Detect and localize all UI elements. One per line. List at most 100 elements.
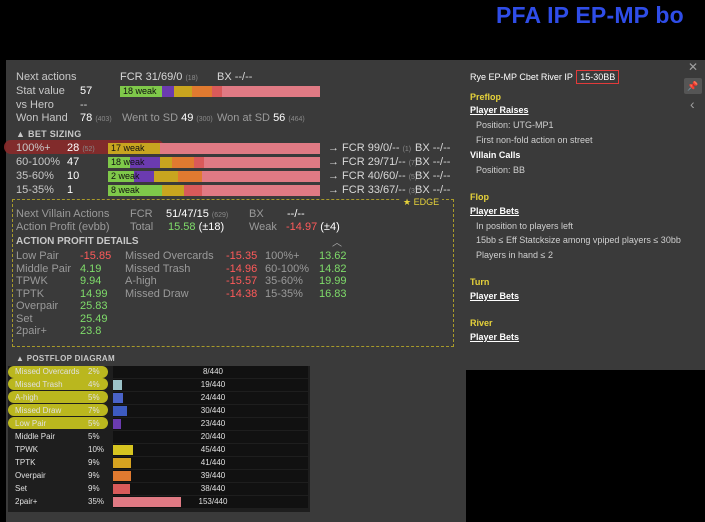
diagram-row-bar: 153/440 bbox=[113, 496, 308, 508]
apd-row: Low Pair -15.85 bbox=[16, 250, 115, 263]
diagram-row-name: Missed Overcards bbox=[15, 367, 80, 376]
bet-size-row-label: 100%+ bbox=[16, 142, 51, 154]
diagram-row-count: 41/440 bbox=[200, 458, 226, 467]
apd-row: TPTK 14.99 bbox=[16, 288, 115, 301]
diagram-row-count: 20/440 bbox=[200, 432, 226, 441]
bet-size-bx: BX --/-- bbox=[415, 156, 451, 168]
apd-row: 2pair+ 23.8 bbox=[16, 325, 115, 338]
diagram-row-fill bbox=[113, 419, 121, 429]
apd-row: A-high -15.57 bbox=[125, 275, 261, 288]
bet-size-bar-label: 18 weak bbox=[111, 157, 145, 167]
diagram-row-pct: 7% bbox=[88, 406, 100, 415]
diagram-row-fill bbox=[113, 380, 122, 390]
bet-size-bar bbox=[108, 185, 320, 196]
diagram-row: TPTK 9% 41/440 bbox=[8, 457, 310, 469]
player-bets-turn-link[interactable]: Player Bets bbox=[470, 291, 520, 301]
next-actions-fcr: FCR 31/69/0 (18) bbox=[120, 71, 198, 83]
next-villain-actions-label: Next Villain Actions bbox=[16, 208, 110, 220]
bet-size-row-value: 47 bbox=[67, 156, 80, 168]
bet-size-bar bbox=[108, 171, 320, 182]
diagram-row-bar: 19/440 bbox=[113, 379, 308, 391]
weak-value: -14.97 (±4) bbox=[286, 221, 340, 233]
bet-size-sample: (52) bbox=[82, 146, 95, 153]
apd-row: TPWK 9.94 bbox=[16, 275, 115, 288]
bet-size-fcr: → FCR 99/0/-- (1) bbox=[328, 142, 411, 154]
apd-col1: Low Pair -15.85 Middle Pair 4.19 TPWK 9.94 … bbox=[16, 250, 115, 338]
vs-hero-value: -- bbox=[80, 99, 88, 111]
diagram-row: Missed Overcards 2% 8/440 bbox=[8, 366, 310, 378]
bet-size-bx: BX --/-- bbox=[415, 170, 451, 182]
total-value: 15.58 (±18) bbox=[168, 221, 224, 233]
diagram-row: 2pair+ 35% 153/440 bbox=[8, 496, 310, 508]
diagram-row-pct: 4% bbox=[88, 380, 100, 389]
apd-name: TPTK bbox=[16, 287, 45, 300]
villain-fcr-sample: (629) bbox=[211, 212, 229, 219]
postflop-diagram-rows: Missed Overcards 2% 8/440 Missed Trash 4% 19/… bbox=[8, 366, 310, 512]
diagram-row-name: A-high bbox=[15, 393, 39, 402]
fcr-sample: (18) bbox=[185, 75, 198, 82]
filter-title: Rye EP-MP Cbet River IP 15-30BB bbox=[470, 70, 620, 84]
diagram-row-bar: 39/440 bbox=[113, 470, 308, 482]
bet-size-fcr-value: → FCR 99/0/-- bbox=[328, 142, 400, 154]
apd-value: -14.38 bbox=[226, 287, 258, 300]
diagram-row-name: TPTK bbox=[15, 458, 36, 467]
lower-right-blank bbox=[466, 370, 705, 522]
apd-value: 4.19 bbox=[80, 262, 102, 275]
apd-row: 35-60% 19.99 bbox=[265, 275, 351, 288]
street-flop: Flop bbox=[470, 192, 489, 202]
went-sd-label: Went to SD bbox=[122, 112, 179, 124]
villain-position: Position: BB bbox=[476, 165, 526, 175]
diagram-row-bar: 30/440 bbox=[113, 405, 308, 417]
apd-value: 16.83 bbox=[319, 287, 347, 300]
apd-name: Missed Draw bbox=[125, 287, 189, 300]
bet-size-fcr-sample: (7) bbox=[408, 160, 418, 167]
apd-name: 60-100% bbox=[265, 262, 310, 275]
collapse-chevron-icon[interactable]: ︿ bbox=[332, 238, 342, 249]
diagram-row-fill bbox=[113, 445, 133, 455]
diagram-row-fill bbox=[113, 497, 182, 507]
street-river: River bbox=[470, 318, 493, 328]
vs-hero-label: vs Hero bbox=[16, 99, 54, 111]
close-icon[interactable]: ✕ bbox=[688, 60, 699, 74]
total-label: Total bbox=[130, 221, 154, 233]
highlight-marker bbox=[8, 404, 108, 416]
bet-size-fcr-sample: (1) bbox=[402, 146, 412, 153]
player-bets-river-link[interactable]: Player Bets bbox=[470, 332, 520, 342]
apd-row: 100%+ 13.62 bbox=[265, 250, 351, 263]
apd-col3: 100%+ 13.62 60-100% 14.82 35-60% 19.99 15-3… bbox=[265, 250, 351, 300]
diagram-row-count: 8/440 bbox=[202, 367, 224, 376]
bet-size-row-label: 35-60% bbox=[16, 170, 54, 182]
apd-name: 35-60% bbox=[265, 275, 303, 287]
diagram-row: Middle Pair 5% 20/440 bbox=[8, 431, 310, 443]
highlight-marker bbox=[8, 391, 108, 403]
villain-fcr-value: 51/47/15 bbox=[166, 208, 209, 220]
apd-value: 14.82 bbox=[319, 262, 347, 275]
apd-value: -15.85 bbox=[80, 250, 112, 262]
action-profit-details-title: ACTION PROFIT DETAILS bbox=[16, 236, 139, 247]
pin-icon[interactable]: 📌 bbox=[684, 78, 702, 94]
diagram-row-bar: 41/440 bbox=[113, 457, 308, 469]
in-position-text: In position to players left bbox=[476, 221, 574, 231]
diagram-row-name: Missed Trash bbox=[15, 380, 63, 389]
apd-name: Missed Overcards bbox=[125, 250, 214, 262]
player-raises-link[interactable]: Player Raises bbox=[470, 105, 529, 115]
diagram-row-count: 153/440 bbox=[198, 497, 228, 506]
diagram-row-name: TPWK bbox=[15, 445, 39, 454]
edge-label: ★ EDGE bbox=[400, 197, 443, 208]
diagram-row-name: 2pair+ bbox=[15, 497, 38, 506]
bet-size-fcr: → FCR 33/67/-- (3) bbox=[328, 184, 417, 196]
first-action-text: First non-fold action on street bbox=[476, 135, 593, 145]
player-bets-flop-link[interactable]: Player Bets bbox=[470, 206, 520, 216]
went-to-sd: Went to SD 49 (300) bbox=[122, 112, 213, 124]
diagram-row: Low Pair 5% 23/440 bbox=[8, 418, 310, 430]
bet-size-row-label: 60-100% bbox=[16, 156, 61, 168]
stat-value-label: Stat value bbox=[16, 85, 65, 97]
diagram-row-pct: 9% bbox=[88, 458, 100, 467]
bet-size-bar-label: 8 weak bbox=[111, 185, 140, 195]
apd-name: Overpair bbox=[16, 300, 59, 312]
diagram-row-pct: 2% bbox=[88, 367, 100, 376]
back-chevron-icon[interactable]: ‹ bbox=[690, 96, 695, 112]
player-position: Position: UTG-MP1 bbox=[476, 120, 554, 130]
diagram-row-pct: 9% bbox=[88, 471, 100, 480]
diagram-row-bar: 45/440 bbox=[113, 444, 308, 456]
